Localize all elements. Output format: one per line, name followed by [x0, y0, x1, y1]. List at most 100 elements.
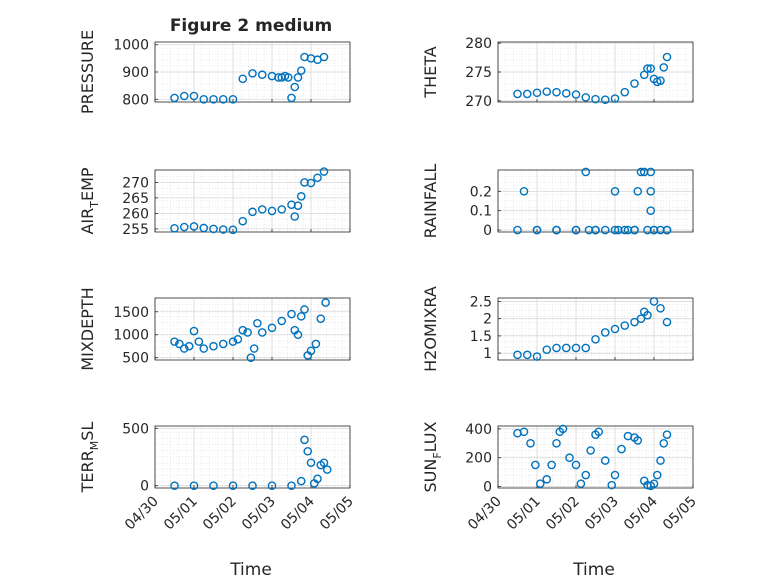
- data-point: [267, 206, 277, 216]
- data-point: [209, 224, 218, 234]
- y-tick-label: 200: [465, 451, 492, 467]
- y-tick-label: 0: [483, 480, 492, 496]
- panel-pressure: 800 900 1000 PRESSURE: [78, 30, 351, 114]
- data-point: [571, 343, 581, 353]
- data-point: [522, 89, 532, 99]
- data-point: [300, 305, 309, 314]
- data-point: [170, 481, 179, 491]
- data-point: [228, 225, 238, 235]
- data-point: [535, 479, 545, 488]
- data-point: [243, 328, 252, 337]
- data-point: [248, 481, 257, 491]
- y-tick-label: 0.1: [470, 204, 492, 220]
- data-point: [552, 439, 561, 448]
- data-point: [238, 74, 248, 84]
- data-point: [296, 192, 306, 201]
- data-point: [662, 430, 672, 439]
- panel-theta: 270 275 280 THETA: [421, 36, 694, 110]
- data-point: [306, 178, 316, 188]
- data-point: [643, 64, 652, 73]
- data-point: [228, 481, 238, 491]
- data-point: [633, 187, 643, 196]
- data-point: [558, 424, 568, 434]
- data-point: [519, 187, 529, 196]
- data-point: [552, 343, 561, 353]
- data-point: [170, 337, 179, 346]
- data-point: [636, 167, 646, 177]
- axes-box: [497, 169, 694, 233]
- data-point: [300, 435, 309, 445]
- y-tick-label: 280: [465, 36, 492, 52]
- data-point: [646, 206, 656, 215]
- data-point: [238, 216, 248, 226]
- data-point: [656, 76, 665, 85]
- y-tick-label: 260: [122, 206, 149, 222]
- data-point: [296, 476, 306, 486]
- data-point: [659, 63, 669, 72]
- data-point: [218, 94, 228, 104]
- data-point: [607, 480, 617, 490]
- data-point: [662, 225, 672, 235]
- data-point: [646, 167, 656, 177]
- axes-box: [154, 297, 351, 361]
- data-point: [617, 444, 626, 454]
- data-point: [228, 337, 238, 346]
- data-point: [316, 314, 326, 323]
- data-point: [306, 458, 316, 468]
- data-point: [194, 337, 204, 346]
- data-point: [249, 344, 259, 353]
- y-axis-label: MIXDEPTH: [78, 287, 97, 370]
- data-point: [199, 94, 209, 104]
- data-point: [170, 223, 179, 233]
- data-point: [552, 225, 561, 235]
- data-point: [613, 225, 623, 235]
- data-point: [610, 94, 620, 103]
- data-point: [652, 470, 662, 480]
- data-point: [531, 460, 540, 470]
- data-point: [248, 207, 257, 217]
- y-tick-label: 1000: [113, 38, 149, 54]
- data-point: [513, 350, 522, 360]
- data-point: [526, 439, 535, 448]
- data-point: [532, 225, 542, 235]
- data-point: [228, 94, 238, 104]
- data-point: [319, 52, 329, 62]
- data-point: [319, 458, 329, 468]
- data-point: [522, 350, 532, 360]
- y-tick-label: 1500: [113, 305, 149, 321]
- data-point: [218, 339, 228, 349]
- axes-box: [497, 297, 694, 361]
- data-point: [610, 324, 620, 334]
- data-point: [620, 87, 630, 97]
- data-point: [283, 73, 293, 82]
- data-point: [519, 427, 529, 437]
- data-point: [199, 344, 209, 353]
- data-point: [565, 453, 574, 463]
- data-point: [179, 222, 189, 232]
- data-point: [594, 427, 604, 437]
- y-tick-label: 2: [483, 312, 492, 328]
- data-point: [643, 225, 652, 235]
- data-point: [656, 304, 665, 313]
- data-point: [257, 205, 267, 214]
- data-point: [586, 446, 595, 455]
- y-tick-label: 1: [483, 346, 492, 362]
- data-point: [322, 465, 332, 474]
- data-point: [646, 64, 656, 73]
- data-point: [620, 321, 630, 330]
- data-point: [513, 89, 522, 99]
- data-point: [581, 167, 591, 177]
- data-point: [287, 309, 296, 319]
- data-point: [662, 317, 672, 327]
- data-point: [218, 225, 228, 234]
- y-axis-label: PRESSURE: [78, 30, 97, 114]
- data-point: [571, 460, 581, 470]
- data-point: [610, 187, 620, 196]
- data-point: [296, 312, 306, 321]
- y-tick-label: 265: [122, 191, 149, 207]
- data-point: [600, 95, 610, 104]
- data-point: [623, 225, 633, 235]
- data-point: [306, 346, 316, 356]
- data-point: [542, 475, 552, 484]
